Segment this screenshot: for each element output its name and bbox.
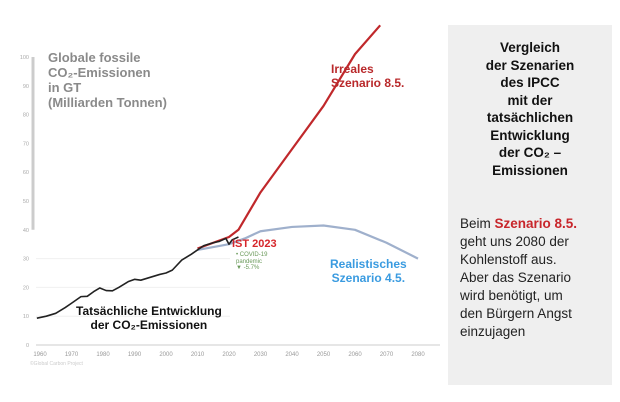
y-tick-label: 30: [23, 257, 29, 263]
y-tick-label: 70: [23, 141, 29, 147]
y-tick-label: 40: [23, 228, 29, 234]
panel-heading: Vergleich der Szenarien des IPCC mit der tat…: [485, 40, 575, 178]
source-credit: ©Global Carbon Project: [30, 361, 83, 367]
panel-body: Beim Szenario 8.5. geht uns 2080 der Kohl…: [460, 216, 578, 339]
x-tick-label: 2060: [348, 352, 362, 358]
y-tick-label: 50: [23, 199, 29, 205]
scenario-8-5-line: [197, 24, 382, 250]
info-panel: Vergleich der Szenarien des IPCC mit der tat…: [448, 25, 612, 385]
y-tick-label: 0: [26, 343, 29, 349]
y-tick-label: 80: [23, 113, 29, 119]
y-tick-label: 10: [23, 314, 29, 320]
x-tick-label: 1960: [33, 352, 47, 358]
highlight-scenario: Szenario 8.5.: [494, 216, 578, 231]
x-tick-label: 2070: [380, 352, 394, 358]
y-tick-label: 60: [23, 170, 29, 176]
label-actual-emissions: Tatsächliche Entwicklung der CO₂-Emission…: [76, 304, 222, 332]
x-tick-label: 2080: [411, 352, 425, 358]
x-tick-label: 2050: [317, 352, 331, 358]
y-tick-label: 20: [23, 285, 29, 291]
y-tick-label: 90: [23, 84, 29, 90]
actual-emissions-line: [36, 236, 239, 319]
x-tick-label: 1980: [96, 352, 110, 358]
x-tick-label: 1990: [128, 352, 142, 358]
label-covid: • COVID-19 pandemic ▼ -5.7%: [236, 252, 268, 272]
x-tick-label: 2010: [191, 352, 205, 358]
y-tick-label: 100: [20, 55, 29, 61]
scenario-4-5-line: [197, 224, 419, 260]
label-ist-2023: IST 2023: [232, 238, 277, 250]
x-tick-label: 2040: [285, 352, 299, 358]
label-scenario-8-5: Irreales Szenario 8.5.: [331, 62, 405, 90]
x-tick-label: 1970: [65, 352, 79, 358]
x-tick-label: 2000: [159, 352, 173, 358]
x-tick-label: 2020: [222, 352, 236, 358]
x-tick-label: 2030: [254, 352, 268, 358]
label-scenario-4-5: Realistisches Szenario 4.5.: [330, 257, 407, 285]
chart-title: Globale fossile CO₂-Emissionen in GT (Milli…: [48, 50, 167, 110]
